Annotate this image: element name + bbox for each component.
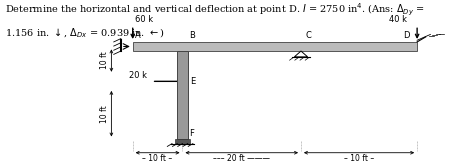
Text: B: B xyxy=(189,31,195,40)
Text: 10 ft: 10 ft xyxy=(100,105,109,123)
Text: A: A xyxy=(135,31,140,40)
Text: 10 ft: 10 ft xyxy=(100,52,109,69)
Text: E: E xyxy=(190,77,195,86)
Text: – 10 ft –: – 10 ft – xyxy=(143,154,173,163)
Text: 1.156 in. $\downarrow$, $\Delta_{Dx}$ = 0.939 in. $\leftarrow$): 1.156 in. $\downarrow$, $\Delta_{Dx}$ = … xyxy=(5,27,164,40)
Polygon shape xyxy=(294,51,308,57)
Text: 40 k: 40 k xyxy=(389,15,407,24)
Text: 20 k: 20 k xyxy=(129,71,147,80)
Bar xyxy=(175,139,190,144)
Text: ––– 20 ft ———: ––– 20 ft ——— xyxy=(213,154,270,163)
Text: F: F xyxy=(189,129,194,138)
Text: – 10 ft –: – 10 ft – xyxy=(344,154,374,163)
Text: 60 k: 60 k xyxy=(135,15,153,24)
Text: D: D xyxy=(403,31,410,40)
Bar xyxy=(133,42,417,51)
Text: Determine the horizontal and vertical deflection at point D. $I$ = 2750 in$^4$. : Determine the horizontal and vertical de… xyxy=(5,2,425,18)
Text: C: C xyxy=(306,31,311,40)
Bar xyxy=(177,51,188,139)
